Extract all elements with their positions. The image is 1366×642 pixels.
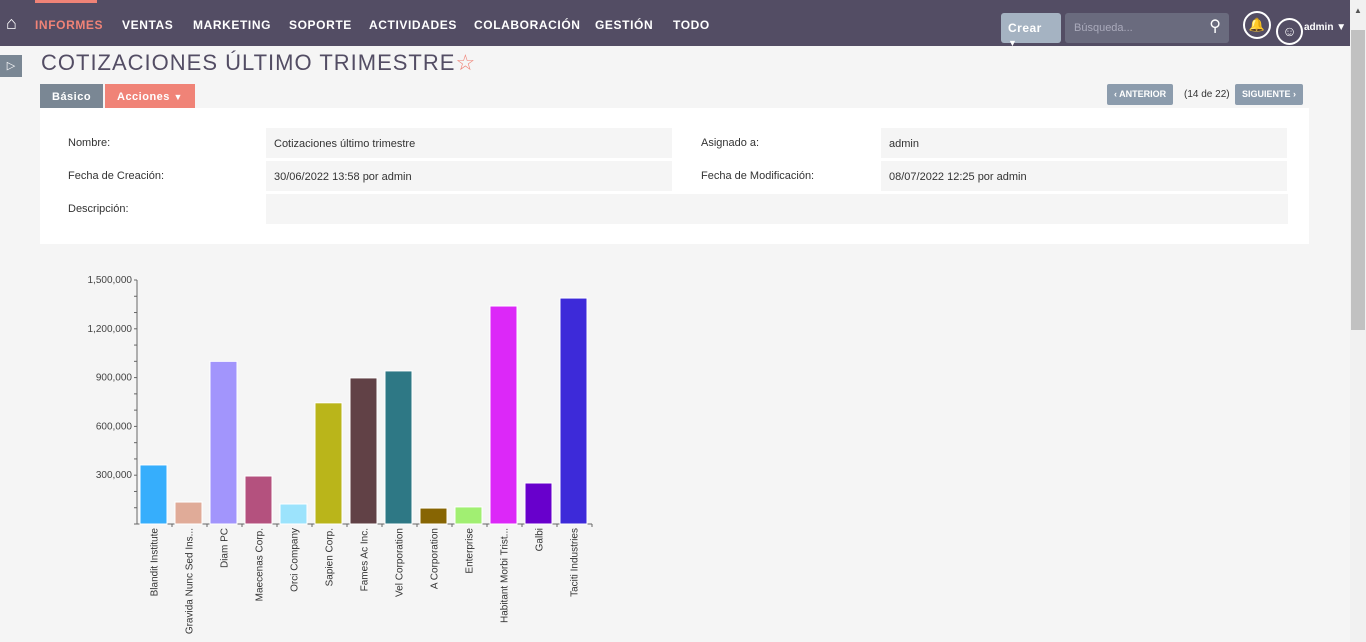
assigned-value: admin [881,128,1287,158]
y-tick-label: 1,500,000 [88,275,133,286]
name-label: Nombre: [68,137,111,149]
record-position: (14 de 22) [1184,89,1230,100]
user-name: admin [1304,22,1334,33]
x-tick-label: Enterprise [465,528,476,574]
bar [384,370,413,525]
create-button[interactable]: Crear ▼ [1001,13,1061,48]
nav-colaboracion[interactable]: COLABORACIÓN [474,18,581,32]
x-tick-label: Galbi [535,528,546,551]
actions-dropdown[interactable]: Acciones ▼ [105,84,195,108]
x-tick-label: Vel Corporation [395,528,406,597]
caret-down-icon: ▼ [173,92,183,102]
description-value [266,194,1288,224]
favorite-star-icon[interactable]: ☆ [455,50,477,75]
bar [559,297,588,525]
actions-label: Acciones [117,91,170,103]
x-tick-label: Maecenas Corp. [255,528,266,601]
nav-ventas[interactable]: VENTAS [122,18,174,32]
sidebar-toggle-icon[interactable]: ▷ [0,55,22,77]
previous-label: ANTERIOR [1119,89,1167,99]
modified-value: 08/07/2022 12:25 por admin [881,161,1287,191]
tab-basic[interactable]: Básico [40,84,104,108]
page-title-text: COTIZACIONES ÚLTIMO TRIMESTRE [41,50,456,75]
created-label: Fecha de Creación: [68,170,164,182]
created-value: 30/06/2022 13:58 por admin [266,161,672,191]
bar [244,475,273,525]
bar [279,503,308,525]
search-placeholder: Búsqueda... [1074,22,1133,34]
nav-gestion[interactable]: GESTIÓN [595,18,654,32]
y-tick-label: 1,200,000 [88,324,133,335]
assigned-label: Asignado a: [701,137,760,149]
bar [454,506,483,525]
x-tick-label: Fames Ac Inc. [360,528,371,591]
bar [489,305,518,525]
bar [139,464,168,525]
y-tick-label: 900,000 [96,373,133,384]
search-input[interactable]: Búsqueda... ⚲ [1065,13,1229,43]
y-tick-label: 300,000 [96,470,133,481]
page-title: COTIZACIONES ÚLTIMO TRIMESTRE☆ [41,50,476,76]
modified-label: Fecha de Modificación: [701,170,815,182]
scroll-up-icon[interactable]: ▲ [1354,6,1362,15]
x-tick-label: A Corporation [430,528,441,589]
y-tick-label: 600,000 [96,421,133,432]
nav-actividades[interactable]: ACTIVIDADES [369,18,457,32]
scrollbar[interactable]: ▲ [1350,0,1366,642]
user-menu[interactable]: admin ▼ [1304,22,1347,33]
caret-down-icon: ▼ [1008,38,1018,48]
bar [419,507,448,525]
scroll-thumb[interactable] [1351,30,1365,330]
next-button[interactable]: SIGUIENTE › [1235,84,1304,105]
detail-panel: Nombre: Cotizaciones último trimestre As… [40,108,1309,244]
home-icon[interactable]: ⌂ [6,13,17,33]
x-tick-label: Sapien Corp. [325,528,336,586]
nav-todo[interactable]: TODO [673,18,710,32]
nav-informes[interactable]: INFORMES [35,18,104,32]
bar [524,482,553,525]
notification-bell-icon[interactable]: 🔔 [1243,11,1271,39]
bar [314,402,343,525]
x-tick-label: Taciti Industries [570,528,581,597]
bar [349,377,378,525]
top-nav: ⌂ INFORMES VENTAS MARKETING SOPORTE ACTI… [0,0,1350,48]
bar [174,501,203,525]
x-tick-label: Habitant Morbi Trist... [500,528,511,623]
name-value: Cotizaciones último trimestre [266,128,672,158]
nav-soporte[interactable]: SOPORTE [289,18,352,32]
previous-button[interactable]: ‹ ANTERIOR [1107,84,1174,105]
user-avatar-icon[interactable]: ☺ [1276,18,1303,45]
create-label: Crear [1008,21,1042,35]
x-tick-label: Orci Company [290,528,301,592]
nav-marketing[interactable]: MARKETING [193,18,272,32]
x-tick-label: Gravida Nunc Sed Ins... [185,528,196,634]
bar [209,360,238,525]
x-tick-label: Diam PC [220,528,231,568]
next-label: SIGUIENTE [1242,89,1291,99]
description-label: Descripción: [68,203,129,215]
active-indicator [35,0,97,3]
x-tick-label: Blandit Institute [150,528,161,597]
search-icon[interactable]: ⚲ [1209,18,1221,35]
